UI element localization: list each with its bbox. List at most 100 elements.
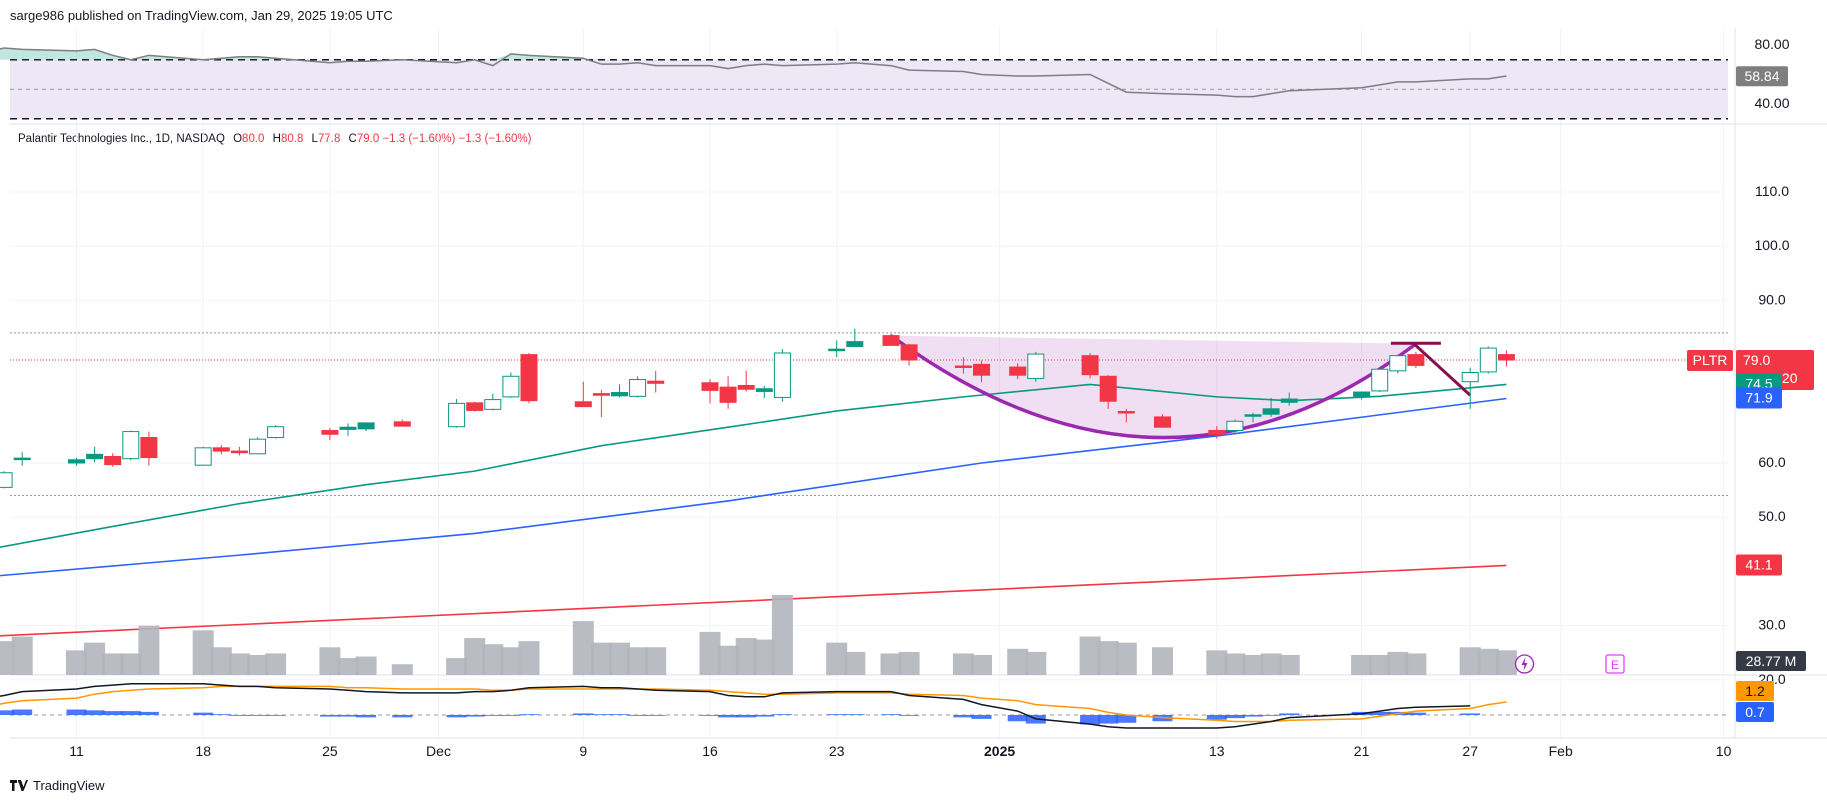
moving-average-200-line xyxy=(0,564,1507,637)
candle xyxy=(846,328,864,348)
open-label: O xyxy=(233,133,243,145)
macd-histogram-bar xyxy=(953,715,974,718)
candle-body xyxy=(230,450,248,454)
ma200-badge-text: 41.1 xyxy=(1745,556,1772,572)
candle-body xyxy=(1262,408,1280,415)
candle xyxy=(1081,352,1099,379)
ma50-badge: 71.9 xyxy=(1736,387,1782,409)
grid xyxy=(10,28,1827,739)
price-tick-label: 110.0 xyxy=(1755,183,1789,199)
candle-body xyxy=(900,344,918,361)
macd-histogram-bar xyxy=(482,715,503,716)
macd-histogram-bar xyxy=(1279,713,1300,715)
macd-histogram-bar xyxy=(247,715,268,716)
candle-body xyxy=(611,392,628,397)
event-icons[interactable]: E xyxy=(1514,654,1625,674)
macd-histogram-bar xyxy=(591,714,612,716)
earnings-icon: E xyxy=(1605,654,1625,674)
candle xyxy=(249,437,266,455)
volume-bar xyxy=(971,654,992,675)
volume-bar xyxy=(1115,642,1137,675)
volume-bar xyxy=(1152,647,1173,675)
time-tick-label: 25 xyxy=(322,743,338,759)
macd-histogram-bar xyxy=(338,715,358,717)
volume-bar xyxy=(319,647,341,675)
candle-body xyxy=(466,402,484,411)
volume-bar xyxy=(1369,654,1391,675)
macd-signal-badge: 1.2 xyxy=(1736,681,1774,701)
macd-histogram-bar xyxy=(1224,715,1245,719)
time-tick-label: Feb xyxy=(1549,743,1573,759)
candle-body xyxy=(1371,368,1389,392)
candle xyxy=(574,381,592,408)
volume-bar xyxy=(120,653,142,675)
close-label: C xyxy=(348,133,357,145)
volume-badge-text: 28.77 M xyxy=(1746,653,1797,669)
candle-body xyxy=(701,382,719,391)
volume-bar xyxy=(1206,650,1228,675)
earnings-icon-letter: E xyxy=(1611,658,1619,672)
ma20-badge-text: 74.5 xyxy=(1745,375,1772,391)
candle-body xyxy=(773,352,791,398)
candle-body xyxy=(448,402,466,428)
symbol-legend[interactable]: Palantir Technologies Inc., 1D, NASDAQ O… xyxy=(18,133,531,145)
candle-body xyxy=(1099,375,1117,402)
macd-histogram-bar xyxy=(211,714,232,716)
candle-body xyxy=(140,437,158,459)
rsi-badge: 58.84 xyxy=(1736,66,1788,87)
volume-bar xyxy=(355,656,377,675)
volume-bar xyxy=(1477,648,1499,675)
volume-bar xyxy=(880,653,902,675)
candle-body xyxy=(484,399,502,410)
volume-bar xyxy=(138,625,160,675)
candle xyxy=(357,422,375,432)
last-price-value: 79.0 xyxy=(1743,352,1770,368)
low-label: L xyxy=(311,133,318,145)
candle xyxy=(1226,419,1244,433)
time-tick-label: Dec xyxy=(426,743,451,759)
volume-bar xyxy=(627,647,649,675)
candle xyxy=(212,445,230,455)
candle-body xyxy=(1407,354,1425,366)
macd-histogram-bar xyxy=(1007,715,1028,722)
candle-body xyxy=(954,365,972,368)
symbol-tag-text: PLTR xyxy=(1693,352,1728,368)
macd-histogram-bar xyxy=(1098,715,1119,724)
candle xyxy=(230,446,248,456)
macd-histogram-bar xyxy=(700,715,720,716)
macd-histogram-bar xyxy=(718,715,739,718)
candle xyxy=(1371,368,1389,392)
candle xyxy=(1099,375,1117,409)
close-value: 79.0 xyxy=(356,133,380,145)
time-tick-label: 27 xyxy=(1462,743,1478,759)
candle xyxy=(520,352,538,404)
price-pane xyxy=(0,328,1728,637)
candle-body xyxy=(1208,429,1226,435)
price-tick-label: 50.0 xyxy=(1758,508,1785,524)
candle xyxy=(719,376,737,409)
candle xyxy=(611,384,628,398)
macd-histogram-bar xyxy=(736,715,757,718)
volume-bar xyxy=(771,594,793,675)
candle-body xyxy=(1117,411,1135,414)
candle xyxy=(647,370,665,393)
candle-body xyxy=(574,401,592,408)
volume-bar xyxy=(102,653,124,675)
candle xyxy=(1117,408,1135,423)
candle xyxy=(1244,412,1262,423)
candle-body xyxy=(0,472,13,488)
open-value: 80.0 xyxy=(242,133,265,145)
candle xyxy=(448,399,466,428)
volume-bar xyxy=(210,647,232,675)
candle xyxy=(393,419,411,427)
macd-histogram-bar xyxy=(645,715,666,716)
volume-pane xyxy=(0,594,1517,675)
volume-bar xyxy=(952,653,974,675)
candle xyxy=(1262,397,1280,417)
lightning-icon xyxy=(1514,654,1535,674)
time-tick-label: 2025 xyxy=(984,743,1015,759)
candle xyxy=(629,376,647,398)
candle-body xyxy=(393,421,411,427)
